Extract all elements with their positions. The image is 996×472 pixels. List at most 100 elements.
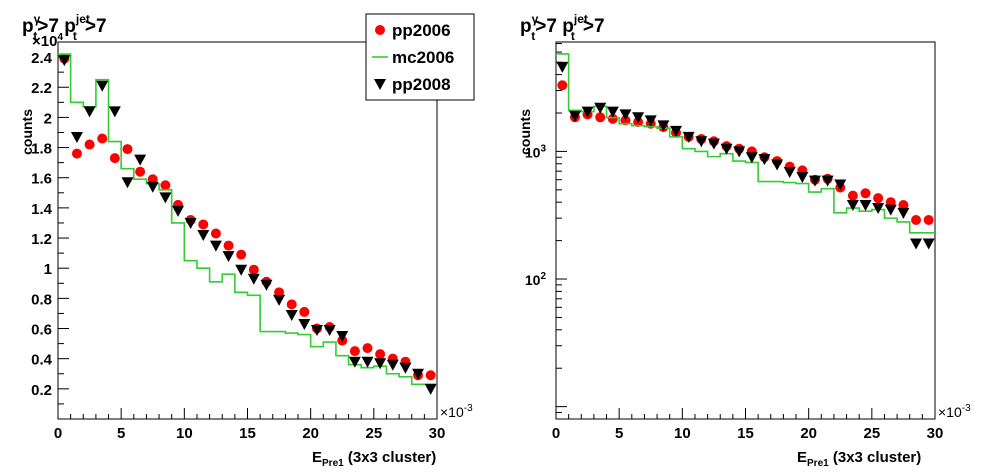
point-pp2006 — [595, 112, 606, 123]
point-pp2008 — [260, 279, 273, 291]
x-tick-label: 30 — [927, 425, 944, 442]
y-tick-label: 1.2 — [31, 231, 52, 248]
point-pp2006 — [362, 343, 373, 354]
point-pp2006 — [198, 219, 209, 230]
point-pp2006 — [607, 113, 618, 124]
point-pp2008 — [159, 192, 172, 204]
point-pp2008 — [285, 309, 298, 321]
chart-title: pγ t>7 pjet t >7 — [520, 12, 605, 43]
point-pp2006 — [847, 190, 858, 201]
y-axis-label: counts — [517, 109, 533, 155]
point-pp2008 — [134, 154, 147, 166]
point-pp2008 — [146, 181, 159, 193]
point-pp2006 — [97, 133, 108, 144]
legend-label-mc2006: mc2006 — [392, 48, 454, 67]
point-pp2008 — [247, 273, 260, 285]
point-pp2006 — [860, 188, 871, 199]
point-pp2008 — [184, 217, 197, 229]
point-pp2008 — [361, 356, 374, 368]
point-pp2008 — [172, 205, 185, 217]
x-tick-label: 10 — [176, 425, 193, 442]
point-pp2008 — [235, 264, 248, 276]
point-pp2008 — [222, 251, 235, 263]
plot-frame — [555, 41, 936, 420]
point-pp2008 — [83, 106, 96, 118]
x-tick-label: 15 — [239, 425, 256, 442]
x-tick-label: 5 — [615, 425, 623, 442]
point-pp2008 — [412, 368, 425, 380]
series-mc2006 — [58, 53, 437, 386]
legend-label-pp2006: pp2006 — [392, 21, 451, 40]
point-pp2008 — [745, 152, 758, 164]
y-tick-label: 2.2 — [31, 80, 52, 97]
point-pp2008 — [796, 172, 809, 184]
point-pp2008 — [872, 203, 885, 215]
point-pp2008 — [209, 240, 222, 252]
point-pp2008 — [859, 200, 872, 212]
point-pp2008 — [323, 325, 336, 337]
chart-title: pγ t>7 pjet t >7 — [22, 12, 107, 43]
point-pp2008 — [70, 132, 83, 144]
point-pp2008 — [581, 106, 594, 118]
point-pp2006 — [923, 215, 934, 226]
point-pp2008 — [424, 383, 437, 395]
point-pp2008 — [707, 138, 720, 150]
x-tick-label: 15 — [737, 425, 754, 442]
point-pp2006 — [71, 148, 82, 159]
point-pp2006 — [210, 228, 221, 239]
point-pp2008 — [619, 109, 632, 121]
y-tick-label: 2.4 — [31, 50, 53, 67]
x-tick-label: 10 — [674, 425, 691, 442]
y-tick-label: 0.4 — [31, 352, 53, 369]
point-pp2006 — [109, 153, 120, 164]
x-axis-multiplier: ×10-3 — [938, 403, 971, 420]
point-pp2008 — [884, 204, 897, 216]
legend-marker-pp2006 — [375, 25, 385, 35]
point-pp2006 — [274, 287, 285, 298]
y-tick-label: 0.2 — [31, 382, 52, 399]
point-pp2008 — [298, 318, 311, 330]
x-tick-label: 0 — [54, 425, 62, 442]
point-pp2008 — [808, 175, 821, 187]
x-axis-multiplier: ×10-3 — [440, 403, 473, 420]
point-pp2006 — [84, 139, 95, 150]
point-pp2008 — [632, 112, 645, 124]
x-tick-label: 0 — [552, 425, 560, 442]
point-pp2008 — [197, 230, 210, 242]
point-pp2008 — [594, 102, 607, 114]
point-pp2008 — [96, 80, 109, 92]
point-pp2008 — [399, 362, 412, 374]
point-pp2008 — [821, 175, 834, 187]
x-tick-label: 25 — [365, 425, 382, 442]
point-pp2008 — [783, 166, 796, 178]
point-pp2006 — [236, 249, 247, 260]
point-pp2008 — [374, 358, 387, 370]
point-pp2008 — [733, 146, 746, 158]
legend: pp2006 mc2006 pp2008 — [365, 13, 475, 101]
point-pp2006 — [135, 166, 146, 177]
point-pp2006 — [898, 200, 909, 211]
chart-panel-2: 0 5 10 15 20 25 30 102 103 ×10-3 pγ t>7 pjet t >7 coun… — [517, 12, 971, 469]
x-tick-label: 5 — [117, 425, 125, 442]
point-pp2008 — [670, 125, 683, 137]
y-tick-label: 103 — [525, 143, 547, 160]
x-axis-label: EPre1 (3x3 cluster) — [312, 449, 436, 469]
point-pp2008 — [273, 294, 286, 306]
point-pp2006 — [122, 144, 133, 155]
point-pp2008 — [108, 106, 121, 118]
point-pp2006 — [248, 264, 259, 275]
point-pp2008 — [58, 55, 71, 67]
point-pp2008 — [771, 159, 784, 171]
series-mc2006 — [556, 53, 935, 234]
point-pp2008 — [758, 154, 771, 166]
legend-marker-pp2008 — [374, 79, 386, 90]
x-axis-label: EPre1 (3x3 cluster) — [797, 449, 921, 469]
point-pp2008 — [834, 179, 847, 191]
point-pp2008 — [644, 115, 657, 127]
x-tick-label: 25 — [863, 425, 880, 442]
point-pp2008 — [348, 356, 361, 368]
point-pp2008 — [695, 136, 708, 148]
point-pp2008 — [720, 143, 733, 155]
point-pp2006 — [375, 349, 386, 360]
